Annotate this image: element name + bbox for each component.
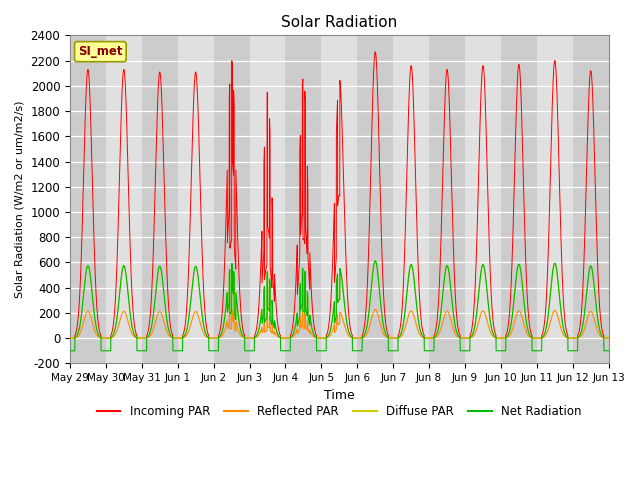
Incoming PAR [604,335,612,341]
Diffuse PAR [319,335,327,341]
Bar [106,36,142,363]
Bar [465,36,501,363]
Diffuse PAR [460,335,468,341]
Bar [357,36,393,363]
Bar [70,36,106,363]
Bar [393,36,429,363]
Line: Reflected PAR: Reflected PAR [70,310,609,338]
Bar [142,36,178,363]
Net Radiation [163,316,171,322]
Net Radiation [371,258,379,264]
Bar [537,36,573,363]
Bar [501,36,537,363]
Y-axis label: Solar Radiation (W/m2 or um/m2/s): Solar Radiation (W/m2 or um/m2/s) [15,101,25,298]
Bar [321,36,357,363]
Bar [214,36,250,363]
Incoming PAR [163,266,171,272]
Line: Diffuse PAR: Diffuse PAR [70,261,609,338]
Bar [250,36,285,363]
Net Radiation [66,348,74,354]
Incoming PAR [430,332,438,338]
Line: Net Radiation: Net Radiation [70,261,609,351]
Diffuse PAR [66,335,74,341]
Diffuse PAR [605,335,612,341]
Incoming PAR [605,335,612,341]
Title: Solar Radiation: Solar Radiation [281,15,397,30]
Reflected PAR [319,335,327,341]
Bar [429,36,465,363]
Diffuse PAR [604,335,612,341]
Net Radiation [604,348,612,354]
Reflected PAR [371,307,379,312]
Reflected PAR [604,335,612,341]
Reflected PAR [491,335,499,340]
Diffuse PAR [491,333,499,339]
Incoming PAR [319,335,327,341]
Net Radiation [460,348,468,354]
Incoming PAR [66,335,74,341]
Net Radiation [430,335,438,340]
Bar [178,36,214,363]
Reflected PAR [66,335,74,341]
Incoming PAR [491,328,499,334]
Bar [285,36,321,363]
Net Radiation [605,348,612,354]
Reflected PAR [163,328,171,334]
Diffuse PAR [163,316,171,322]
Incoming PAR [371,49,379,55]
Net Radiation [319,348,327,354]
Line: Incoming PAR: Incoming PAR [70,52,609,338]
Net Radiation [491,333,499,339]
Diffuse PAR [371,258,379,264]
Text: SI_met: SI_met [78,45,123,58]
Reflected PAR [460,335,468,341]
Diffuse PAR [430,335,438,340]
Legend: Incoming PAR, Reflected PAR, Diffuse PAR, Net Radiation: Incoming PAR, Reflected PAR, Diffuse PAR… [92,401,586,423]
Incoming PAR [460,335,468,341]
Bar [573,36,609,363]
X-axis label: Time: Time [324,389,355,402]
Reflected PAR [605,335,612,341]
Reflected PAR [430,335,438,341]
